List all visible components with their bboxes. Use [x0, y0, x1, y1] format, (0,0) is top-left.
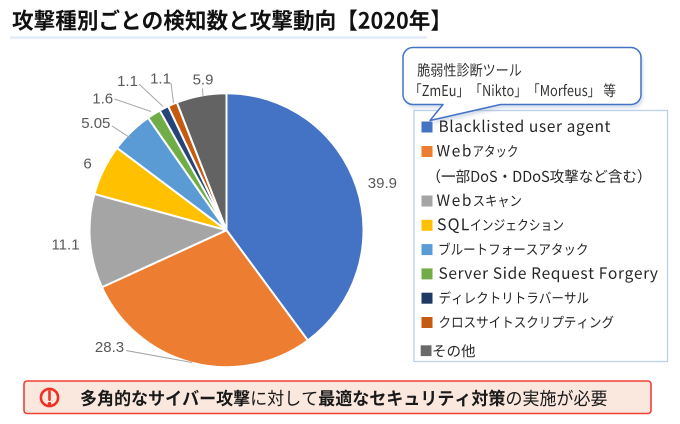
- svg-text:1.1: 1.1: [150, 71, 171, 88]
- svg-text:5.9: 5.9: [193, 72, 214, 89]
- svg-text:11.1: 11.1: [51, 237, 79, 254]
- svg-text:39.9: 39.9: [368, 175, 397, 192]
- svg-text:5.05: 5.05: [81, 115, 110, 132]
- svg-text:1.1: 1.1: [117, 73, 138, 90]
- svg-text:1.6: 1.6: [92, 91, 113, 108]
- svg-text:6: 6: [83, 156, 91, 173]
- svg-text:28.3: 28.3: [95, 339, 124, 356]
